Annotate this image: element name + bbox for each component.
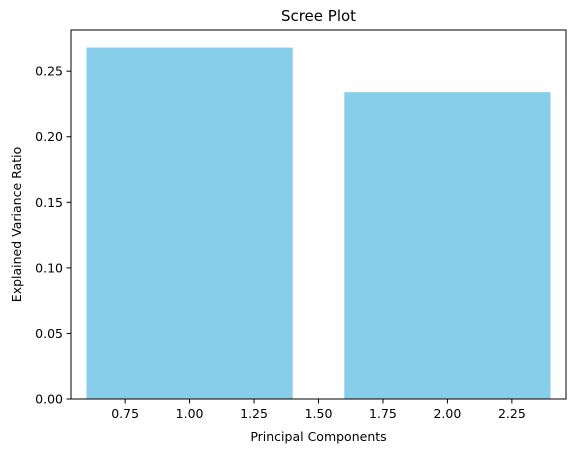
y-tick-label: 0.25 xyxy=(35,64,63,79)
y-tick-label: 0.20 xyxy=(35,129,63,144)
plot-area xyxy=(86,47,551,399)
y-tick-label: 0.05 xyxy=(35,326,63,341)
y-axis: 0.00 0.05 0.10 0.15 0.20 0.25 xyxy=(35,64,71,407)
x-tick-label: 1.25 xyxy=(240,406,268,421)
x-axis-label: Principal Components xyxy=(250,429,386,444)
x-tick-label: 0.75 xyxy=(111,406,139,421)
y-tick-label: 0.15 xyxy=(35,195,63,210)
y-tick-label: 0.00 xyxy=(35,392,63,407)
x-tick-label: 1.50 xyxy=(305,406,333,421)
chart-title: Scree Plot xyxy=(281,7,356,25)
x-tick-label: 1.00 xyxy=(176,406,204,421)
plot-frame xyxy=(70,29,567,400)
x-tick-label: 2.25 xyxy=(498,406,526,421)
y-tick-label: 0.10 xyxy=(35,260,63,275)
y-axis-label: Explained Variance Ratio xyxy=(9,147,24,302)
x-tick-label: 1.75 xyxy=(369,406,397,421)
bar-pc-2 xyxy=(344,92,551,399)
x-axis: 0.75 1.00 1.25 1.50 1.75 2.00 2.25 xyxy=(111,399,526,421)
bar-pc-1 xyxy=(86,47,293,399)
x-tick-label: 2.00 xyxy=(433,406,461,421)
